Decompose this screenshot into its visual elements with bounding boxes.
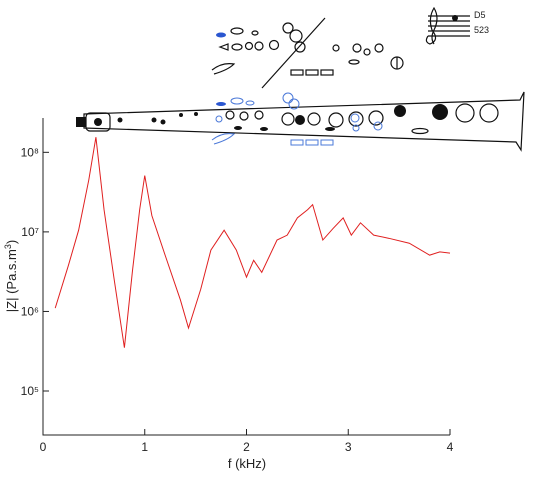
frequency-label: 523 bbox=[474, 25, 489, 35]
x-tick-label: 3 bbox=[345, 440, 352, 454]
y-tick-label: 10⁸ bbox=[21, 145, 39, 159]
y-label-end: ) bbox=[4, 240, 19, 244]
x-tick-label: 1 bbox=[141, 440, 148, 454]
y-label-sup: 3 bbox=[3, 244, 13, 249]
x-tick-label: 2 bbox=[243, 440, 250, 454]
note-label: D5 bbox=[474, 10, 486, 20]
x-tick-label: 4 bbox=[447, 440, 454, 454]
y-tick-label: 10⁶ bbox=[21, 304, 39, 318]
y-tick-label: 10⁷ bbox=[21, 225, 39, 239]
x-axis-label: f (kHz) bbox=[228, 456, 266, 471]
x-tick-label: 0 bbox=[40, 440, 47, 454]
y-axis-label: |Z| (Pa.s.m3) bbox=[3, 240, 19, 312]
y-tick-label: 10⁵ bbox=[21, 384, 39, 398]
y-label-main: |Z| (Pa.s.m bbox=[4, 249, 19, 312]
impedance-line bbox=[54, 137, 451, 348]
fingering-diagram bbox=[76, 6, 525, 152]
